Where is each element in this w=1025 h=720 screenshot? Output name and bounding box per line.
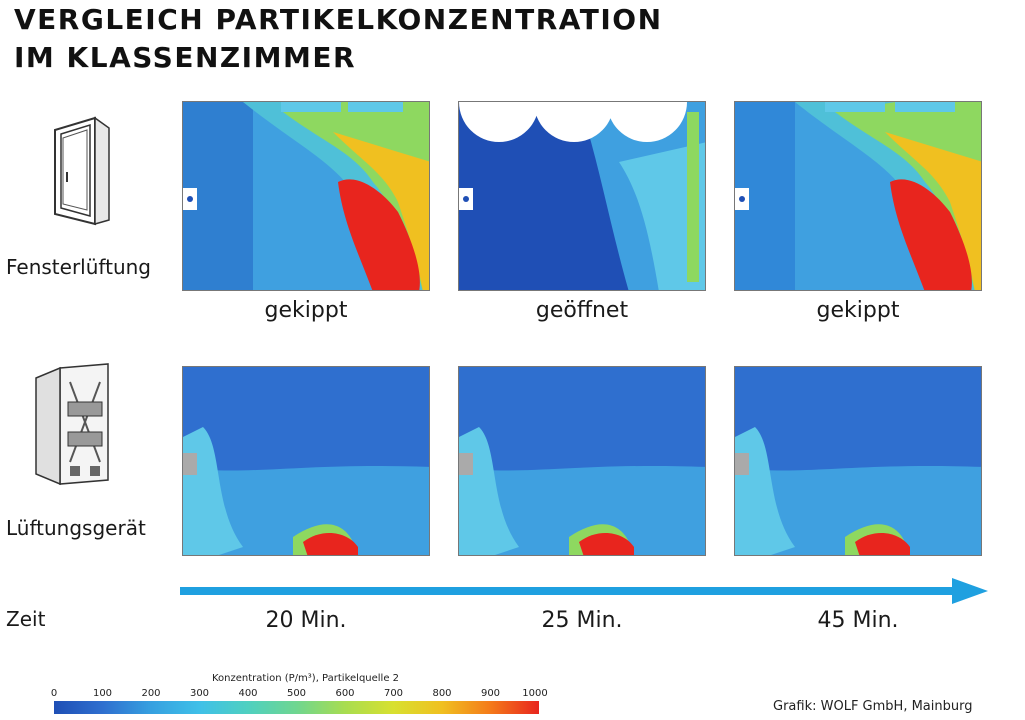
time-label-20: 20 Min.	[265, 608, 347, 633]
credit-text: Grafik: WOLF GmbH, Mainburg	[773, 699, 973, 714]
colorbar-tick: 400	[238, 688, 258, 699]
page-title-line1: VERGLEICH PARTIKELKONZENTRATION	[14, 3, 663, 36]
colorbar-tick: 600	[335, 688, 355, 699]
simulation-panel-window-25min	[458, 101, 706, 291]
ventilation-unit-icon	[35, 363, 109, 486]
colorbar-tick: 500	[286, 688, 307, 699]
caption-gekippt-1: gekippt	[264, 298, 348, 323]
time-arrow	[180, 578, 988, 604]
simulation-panel-unit-20min	[182, 366, 430, 556]
timeline-label: Zeit	[6, 607, 46, 631]
colorbar-tick: 300	[189, 688, 210, 699]
caption-gekippt-2: gekippt	[816, 298, 900, 323]
window-icon	[54, 116, 110, 226]
colorbar-tick: 0	[50, 688, 58, 699]
colorbar-tick: 700	[383, 688, 404, 699]
colorbar-tick: 100	[92, 688, 113, 699]
simulation-panel-unit-45min	[734, 366, 982, 556]
page-title-line2: IM KLASSENZIMMER	[14, 41, 357, 74]
colorbar-gradient	[54, 701, 539, 714]
colorbar-tick: 900	[480, 688, 501, 699]
colorbar-tick: 800	[432, 688, 452, 699]
simulation-panel-window-20min	[182, 101, 430, 291]
simulation-panel-unit-25min	[458, 366, 706, 556]
simulation-panel-window-45min	[734, 101, 982, 291]
colorbar-tick: 200	[141, 688, 161, 699]
time-label-45: 45 Min.	[817, 608, 899, 633]
colorbar-tick: 1000	[522, 688, 548, 699]
time-label-25: 25 Min.	[541, 608, 623, 633]
row-label-lueftungsgeraet: Lüftungsgerät	[6, 516, 146, 540]
caption-geoeffnet: geöffnet	[535, 298, 629, 323]
row-label-fensterlueftung: Fensterlüftung	[6, 255, 151, 279]
colorbar-title: Konzentration (P/m³), Partikelquelle 2	[212, 673, 400, 684]
